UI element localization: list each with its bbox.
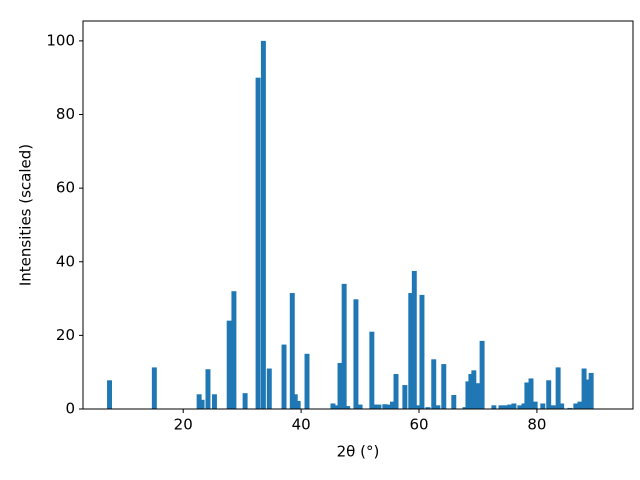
bar bbox=[266, 368, 272, 409]
bar bbox=[402, 385, 408, 409]
y-tick-label: 80 bbox=[56, 105, 75, 123]
y-tick-label: 20 bbox=[56, 326, 75, 344]
bar bbox=[559, 403, 565, 409]
x-tick-label: 40 bbox=[292, 416, 311, 434]
bar bbox=[289, 293, 295, 409]
bar bbox=[555, 367, 561, 409]
bar bbox=[304, 353, 310, 409]
bar bbox=[588, 372, 594, 409]
bar bbox=[196, 394, 202, 409]
bar bbox=[199, 399, 205, 409]
bar bbox=[341, 283, 347, 409]
bar bbox=[567, 407, 573, 409]
bar bbox=[345, 406, 351, 409]
bar bbox=[337, 362, 343, 409]
bar bbox=[475, 383, 481, 409]
bar bbox=[385, 404, 391, 409]
bar bbox=[260, 40, 266, 409]
bar bbox=[205, 369, 211, 409]
bar bbox=[334, 405, 340, 409]
bar bbox=[255, 77, 261, 409]
bar bbox=[242, 393, 248, 409]
bar bbox=[390, 401, 395, 409]
bar bbox=[524, 382, 530, 409]
bar bbox=[465, 381, 471, 409]
bar bbox=[468, 374, 474, 409]
y-tick-label: 100 bbox=[46, 31, 75, 49]
bar bbox=[376, 404, 382, 409]
y-axis-label: Intensities (scaled) bbox=[17, 144, 35, 286]
bar bbox=[479, 340, 485, 409]
bar bbox=[441, 364, 447, 409]
x-tick-label: 80 bbox=[527, 416, 546, 434]
bar bbox=[521, 403, 527, 409]
bar bbox=[382, 404, 388, 409]
bar bbox=[411, 270, 417, 409]
bar bbox=[532, 401, 538, 409]
bar bbox=[369, 331, 375, 409]
bar bbox=[507, 404, 513, 409]
bar bbox=[226, 320, 232, 409]
bar bbox=[528, 378, 534, 409]
bar bbox=[151, 367, 157, 409]
bar bbox=[517, 405, 523, 409]
bar bbox=[451, 395, 457, 409]
bar bbox=[295, 400, 301, 409]
bar bbox=[573, 403, 579, 409]
bar bbox=[435, 405, 441, 409]
y-tick-label: 60 bbox=[56, 179, 75, 197]
bar bbox=[577, 401, 583, 409]
bar bbox=[408, 293, 414, 409]
bar bbox=[462, 407, 468, 409]
bar bbox=[211, 394, 217, 409]
bar bbox=[231, 291, 237, 409]
bar bbox=[431, 359, 437, 409]
x-tick-label: 60 bbox=[409, 416, 428, 434]
bar bbox=[471, 370, 477, 409]
bar bbox=[393, 374, 399, 409]
bar bbox=[503, 405, 509, 409]
x-tick-label: 20 bbox=[174, 416, 193, 434]
bar bbox=[419, 294, 425, 409]
bar bbox=[550, 405, 556, 409]
x-axis-label: 2θ (°) bbox=[337, 443, 380, 461]
bar bbox=[546, 380, 552, 409]
bar bbox=[581, 368, 587, 409]
bar bbox=[353, 299, 359, 409]
y-tick-label: 40 bbox=[56, 252, 75, 270]
bar bbox=[511, 403, 517, 409]
bar bbox=[425, 407, 431, 409]
bar bbox=[292, 394, 298, 409]
y-tick-label: 0 bbox=[65, 400, 75, 418]
bar bbox=[330, 403, 336, 409]
bar bbox=[414, 405, 420, 409]
bar bbox=[540, 403, 546, 409]
bar bbox=[498, 405, 504, 409]
bar bbox=[357, 404, 363, 409]
plot-frame bbox=[82, 20, 634, 410]
bar bbox=[491, 405, 497, 409]
bar bbox=[281, 344, 287, 409]
bar bbox=[107, 380, 113, 409]
bar bbox=[372, 404, 378, 409]
